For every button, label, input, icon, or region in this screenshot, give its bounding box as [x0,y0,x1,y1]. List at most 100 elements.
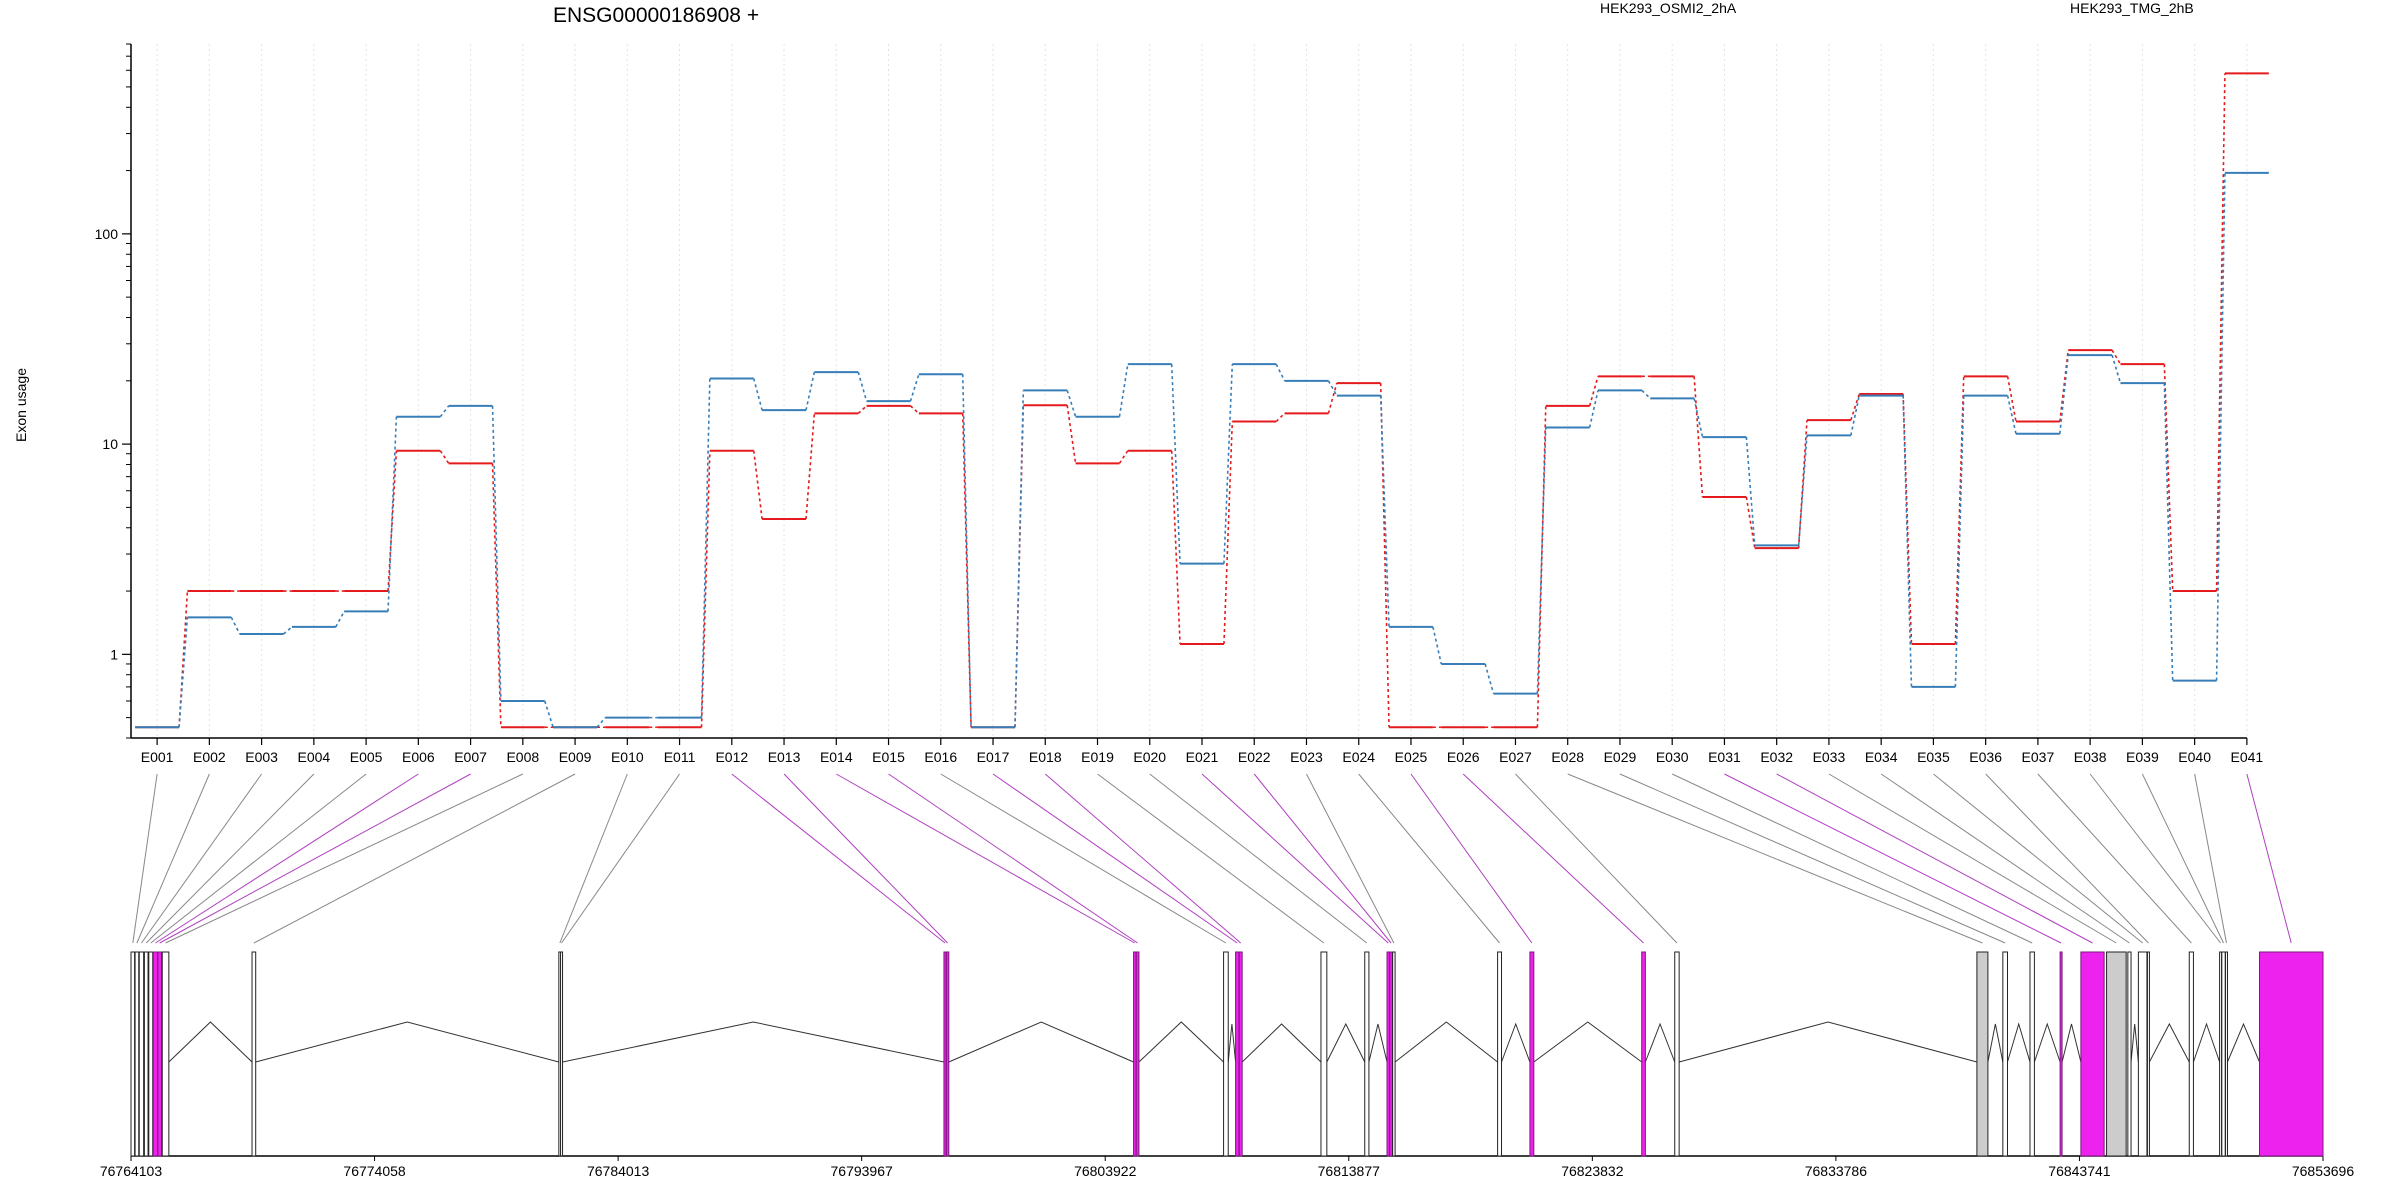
x-tick-label-E038: E038 [2074,749,2107,765]
exon-box-E001 [131,952,135,1156]
exon-box-E013 [946,952,948,1156]
connector [2164,364,2172,591]
x-tick-label-E023: E023 [1290,749,1323,765]
x-tick-label-E026: E026 [1447,749,1480,765]
exon-connector-E012 [732,774,945,943]
exon-connector-E034 [1881,774,2129,943]
exon-box-E040 [2225,952,2227,1156]
genomic-tick-label: 76833786 [1805,1163,1868,1179]
exon-connector-E033 [1829,774,2116,943]
y-tick-label: 10 [102,436,118,452]
intron [1502,1024,1530,1062]
connector [284,627,292,634]
legend-entry-tmg: HEK293_TMG_2hB [2070,0,2194,16]
connector [702,379,710,718]
exon-connector-E003 [141,774,261,943]
exon-box-E027 [1675,952,1679,1156]
exon-box-E034 [2128,952,2131,1156]
x-tick-label-E013: E013 [768,749,801,765]
intron [1242,1024,1321,1062]
exon-box-E014 [1134,952,1136,1156]
x-tick-label-E030: E030 [1656,749,1689,765]
intron [563,1022,944,1062]
connector [1015,390,1023,727]
exon-box-E006 [153,952,157,1156]
intron [2131,1024,2138,1062]
intron [2007,1024,2030,1062]
exon-connector-E015 [889,774,1138,943]
connector [1381,396,1389,627]
exon-connector-E032 [1777,774,2093,943]
x-tick-label-E004: E004 [298,749,331,765]
exon-connector-E030 [1672,774,2032,943]
exon-box-E030 [2030,952,2034,1156]
exon-connector-E029 [1620,774,2005,943]
intron [1679,1022,1977,1062]
exon-connector-E007 [160,774,471,943]
connector [2217,173,2225,681]
exon-connector-E017 [993,774,1237,943]
exon-box-E041 [2259,952,2323,1156]
exon-connector-E002 [137,774,209,943]
x-tick-label-E009: E009 [559,749,592,765]
connector [2060,355,2068,434]
exon-box-E023 [1393,952,1395,1156]
x-tick-label-E002: E002 [193,749,226,765]
exon-connector-E010 [560,774,627,943]
exon-box-E039 [2222,952,2225,1156]
connector [2164,383,2172,680]
exon-box-E015 [1136,952,1139,1156]
x-tick-label-E022: E022 [1238,749,1271,765]
connector [597,718,605,728]
x-tick-label-E011: E011 [664,749,696,765]
exon-box-E008 [162,952,169,1156]
connector [336,611,344,627]
genomic-tick-label: 76813877 [1318,1163,1381,1179]
x-tick-label-E010: E010 [611,749,644,765]
exon-box-E025 [1530,952,1534,1156]
intron [1988,1024,2003,1062]
intron [949,1022,1134,1062]
x-tick-label-E007: E007 [454,749,487,765]
x-tick-label-E018: E018 [1029,749,1062,765]
exon-connector-E037 [2038,774,2191,943]
exon-box-E003 [139,952,143,1156]
x-tick-label-E012: E012 [715,749,748,765]
connector [1851,396,1859,436]
exon-box-E031 [2060,952,2062,1156]
exon-box-E035 [2138,952,2147,1156]
intron [1645,1024,1674,1062]
x-tick-label-E024: E024 [1342,749,1375,765]
y-tick-label: 100 [95,226,119,242]
exon-connector-E022 [1254,774,1391,943]
x-tick-label-E001: E001 [141,749,174,765]
exon-box-E021 [1387,952,1389,1156]
exon-box-E011 [561,952,563,1156]
genomic-tick-label: 76843741 [2048,1163,2111,1179]
connector [1590,390,1598,427]
x-tick-label-E035: E035 [1917,749,1950,765]
gridlines [157,44,2247,738]
exon-box-E029 [2003,952,2008,1156]
connector [754,379,762,411]
intron [1139,1022,1224,1062]
connector [2217,73,2225,591]
intron [2227,1024,2259,1062]
exon-box-E026 [1642,952,1646,1156]
connector [493,463,501,727]
exon-connector-E001 [133,774,157,943]
intron [256,1022,559,1062]
x-tick-label-E027: E027 [1499,749,1532,765]
connector [179,617,187,727]
intron [2149,1024,2189,1062]
connector [1433,627,1441,664]
y-axis-label: Exon usage [13,368,29,442]
connector [1381,383,1389,727]
exon-box-E007 [158,952,162,1156]
genomic-tick-label: 76784013 [587,1163,650,1179]
genomic-tick-label: 76853696 [2292,1163,2355,1179]
intron [1369,1024,1387,1062]
connector [858,406,866,414]
legend-entry-osmi2: HEK293_OSMI2_2hA [1600,0,1737,16]
x-tick-label-E003: E003 [245,749,278,765]
